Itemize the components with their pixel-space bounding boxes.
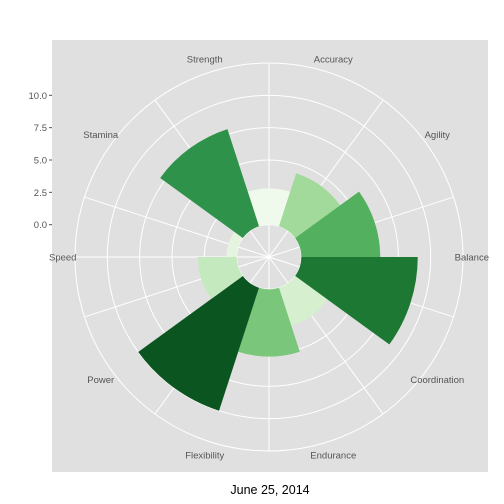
x-axis-label: June 25, 2014 — [230, 483, 309, 497]
category-label: Coordination — [410, 375, 464, 386]
bar-strength — [160, 129, 260, 238]
bar-wedges — [138, 129, 418, 411]
y-tick-label: 5.0 — [34, 156, 47, 167]
category-label: Flexibility — [185, 450, 224, 461]
category-label: Stamina — [83, 130, 119, 141]
category-label: Strength — [187, 55, 223, 66]
bar-flexibility — [238, 287, 300, 357]
bar-stamina — [226, 231, 243, 257]
bar-coordination — [295, 257, 418, 345]
y-tick-label: 2.5 — [34, 188, 47, 199]
bar-accuracy — [247, 188, 291, 227]
bar-agility — [278, 173, 341, 238]
category-label: Speed — [49, 253, 76, 264]
bar-endurance — [278, 276, 328, 326]
y-axis-ticks: 0.0 2.5 5.0 7.5 10.0 — [29, 91, 52, 231]
category-label: Accuracy — [314, 55, 353, 66]
bar-speed — [197, 257, 243, 299]
category-label: Endurance — [310, 450, 356, 461]
category-label: Power — [87, 375, 114, 386]
bar-power — [138, 276, 260, 411]
y-tick-label: 7.5 — [34, 123, 47, 134]
category-labels: Accuracy Agility Balance Coordination Endura… — [49, 55, 489, 462]
category-label: Balance — [455, 253, 489, 264]
bar-balance — [295, 191, 381, 257]
category-label: Agility — [425, 130, 451, 141]
y-tick-label: 10.0 — [29, 91, 48, 102]
y-tick-label: 0.0 — [34, 220, 47, 231]
